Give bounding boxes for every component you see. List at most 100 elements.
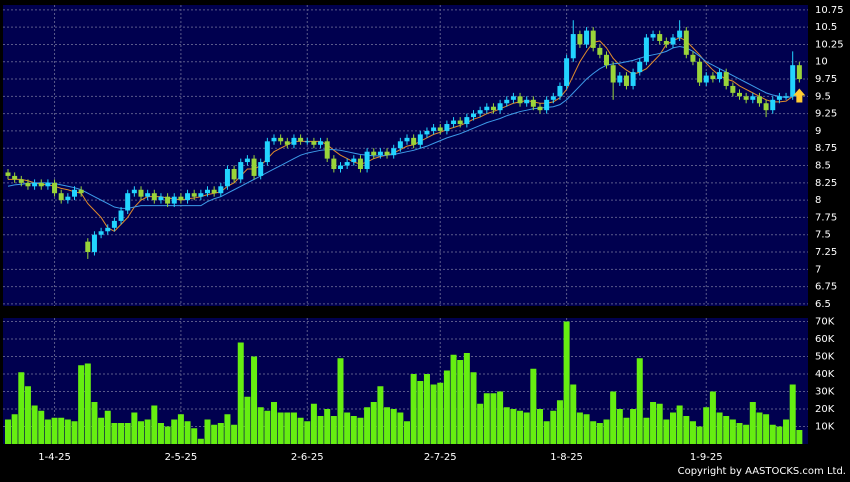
candle-body: [763, 103, 769, 111]
volume-bar: [171, 419, 178, 444]
candle-body: [544, 99, 550, 111]
y-tick-label: 9: [815, 126, 821, 137]
volume-bar: [430, 384, 437, 444]
candle-body: [298, 137, 304, 142]
candle-body: [437, 127, 443, 131]
candle-body: [424, 130, 430, 135]
volume-bar: [184, 421, 191, 444]
candle-body: [32, 182, 38, 187]
volume-bar: [151, 405, 158, 444]
candle-body: [570, 34, 576, 59]
volume-bar: [556, 400, 563, 444]
volume-bar: [596, 423, 603, 444]
candle-body: [258, 162, 264, 176]
candle-body: [650, 34, 656, 38]
candle-body: [384, 151, 390, 156]
candle-body: [717, 72, 723, 80]
candle-body: [397, 141, 403, 149]
y-tick-label: 20K: [815, 404, 835, 415]
volume-bar: [537, 409, 543, 444]
y-tick-label: 70K: [815, 317, 835, 328]
candle-body: [743, 96, 749, 100]
candle-body: [683, 30, 689, 55]
candle-body: [710, 75, 716, 80]
copyright: Copyright by AASTOCKS.com Ltd.: [678, 466, 846, 477]
candle-body: [65, 196, 71, 201]
volume-bar: [610, 391, 617, 444]
candle-body: [703, 75, 709, 83]
volume-bar: [583, 414, 590, 444]
y-tick-label: 7.5: [815, 230, 831, 241]
candle-body: [291, 137, 297, 145]
candle-body: [98, 231, 104, 235]
x-tick-label: 1-9-25: [690, 452, 723, 463]
candle-body: [224, 168, 230, 187]
candle-body: [564, 58, 570, 86]
candle-body: [52, 182, 58, 194]
volume-bar: [423, 374, 430, 444]
volume-bar: [18, 372, 25, 444]
volume-bar: [217, 423, 224, 444]
candle-body: [151, 193, 157, 201]
candle-body: [510, 96, 516, 100]
volume-bar: [703, 407, 710, 444]
volume-bar: [510, 409, 517, 444]
candle-body: [351, 158, 357, 163]
candle-body: [284, 141, 290, 145]
volume-bar: [656, 403, 663, 444]
volume-bar: [783, 419, 790, 444]
volume-bar: [38, 410, 45, 444]
candle-body: [670, 37, 676, 45]
candle-body: [637, 61, 643, 73]
volume-bar: [231, 424, 238, 444]
candle-body: [138, 189, 144, 197]
volume-bar: [570, 384, 577, 444]
volume-bar: [517, 410, 524, 444]
volume-bar: [550, 410, 557, 444]
volume-bar: [716, 412, 723, 444]
candle-body: [417, 134, 423, 145]
y-tick-label: 10.75: [815, 5, 844, 16]
y-tick-label: 9.25: [815, 109, 837, 120]
volume-bar: [51, 417, 58, 444]
volume-bar: [290, 412, 297, 444]
y-tick-label: 7.25: [815, 247, 837, 258]
volume-bar: [390, 409, 397, 444]
candle-body: [663, 40, 669, 45]
candle-body: [617, 75, 623, 83]
candle-body: [165, 196, 171, 204]
volume-bar: [676, 405, 683, 444]
volume-bar: [457, 360, 464, 444]
volume-bar: [211, 424, 218, 444]
candle-body: [530, 99, 536, 107]
volume-bar: [364, 407, 371, 444]
candle-body: [364, 151, 370, 169]
candle-body: [5, 172, 11, 176]
candle-body: [251, 158, 257, 176]
candle-body: [278, 137, 284, 142]
candle-body: [431, 127, 437, 131]
y-tick-label: 10.5: [815, 22, 837, 33]
x-tick-label: 2-5-25: [165, 452, 198, 463]
volume-bar: [350, 416, 357, 444]
volume-bar: [769, 424, 776, 444]
candle-body: [776, 96, 782, 100]
volume-bar: [384, 407, 391, 444]
volume-bar: [224, 414, 231, 444]
candle-body: [484, 106, 490, 111]
volume-bar: [689, 421, 696, 444]
y-tick-label: 40K: [815, 369, 835, 380]
volume-bar: [11, 414, 18, 444]
candle-body: [623, 75, 629, 86]
volume-bar: [344, 412, 351, 444]
candle-body: [657, 34, 663, 41]
candle-body: [158, 196, 164, 201]
volume-bar: [696, 426, 703, 444]
candle-body: [244, 158, 250, 163]
volume-bar: [670, 412, 676, 444]
candle-body: [145, 193, 151, 197]
volume-bar: [5, 419, 11, 444]
volume-bar: [44, 419, 51, 444]
candle-body: [58, 193, 64, 201]
candle-body: [264, 141, 270, 163]
